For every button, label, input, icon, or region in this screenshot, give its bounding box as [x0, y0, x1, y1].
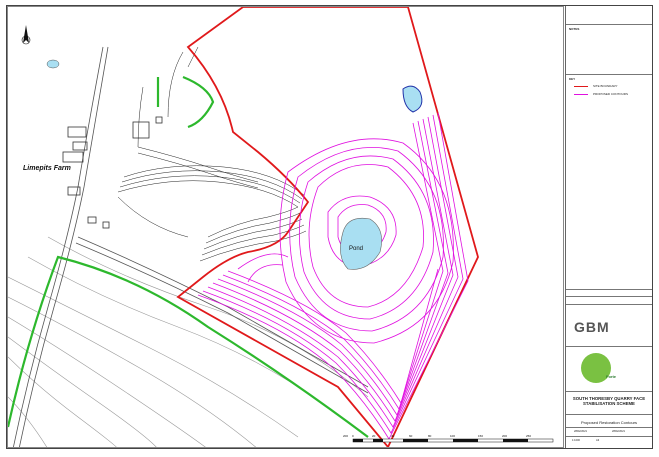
main-road	[13, 46, 369, 447]
divider	[566, 74, 652, 75]
date-drawn: 28/02/2021	[574, 430, 587, 433]
legend-label-proposed-contours: PROPOSED CONTOURS	[593, 92, 628, 96]
scale-tick: 40	[391, 434, 395, 438]
small-pond-ne	[402, 85, 423, 113]
divider	[566, 346, 652, 347]
north-arrow-icon	[21, 25, 31, 45]
scale-value: 1:1000	[572, 439, 580, 442]
scale-tick: 200	[502, 434, 507, 438]
legend-label-site-boundary: SITE BOUNDARY	[593, 84, 618, 88]
divider	[566, 304, 652, 305]
notes-heading: NOTES	[569, 27, 580, 31]
site-boundary	[176, 7, 479, 447]
scale-tick: 0	[352, 434, 354, 438]
pond	[340, 218, 382, 270]
small-pond-nw	[46, 59, 60, 69]
legend-swatch-proposed-contours	[574, 94, 588, 95]
scale-tick: 20	[372, 434, 376, 438]
drawing-sheet	[6, 5, 653, 449]
divider	[566, 427, 652, 428]
legend-swatch-site-boundary	[574, 86, 588, 87]
scale-ticks: 200 0 20 40 60 80 100 150 200 250	[343, 434, 531, 438]
scale-tick: 100	[450, 434, 455, 438]
divider	[566, 24, 652, 25]
client-logo-text: Forte	[606, 374, 616, 379]
key-heading: KEY	[569, 77, 576, 81]
quarry-works	[117, 46, 307, 262]
divider	[566, 436, 652, 437]
scale-tick: 60	[409, 434, 413, 438]
proposed-contours	[197, 112, 469, 440]
sheet-size: A3	[596, 439, 600, 442]
scale-tick: 250	[526, 434, 531, 438]
drawing-title: Proposed Restoration Contours	[580, 420, 638, 425]
company-logo: GBM	[574, 319, 610, 335]
project-title: SOUTH THORESBY QUARRY FACE STABILISATION…	[572, 396, 646, 406]
scale-tick: 200	[343, 434, 348, 438]
client-logo-icon	[581, 353, 611, 383]
pond-label: Pond	[349, 246, 363, 252]
scale-bar	[352, 438, 554, 443]
green-boundary	[8, 75, 369, 438]
date-checked: 28/02/2021	[612, 430, 625, 433]
scale-tick: 80	[428, 434, 432, 438]
farm-buildings	[62, 116, 163, 229]
divider	[566, 296, 652, 297]
divider	[566, 414, 652, 415]
site-map[interactable]: Pond Limepits Farm 200 0	[7, 6, 564, 448]
farm-label: Limepits Farm	[23, 165, 71, 172]
divider	[566, 391, 652, 392]
divider	[566, 289, 652, 290]
scale-tick: 150	[478, 434, 483, 438]
title-block: NOTES KEY SITE BOUNDARY PROPOSED CONTOUR…	[565, 6, 652, 448]
